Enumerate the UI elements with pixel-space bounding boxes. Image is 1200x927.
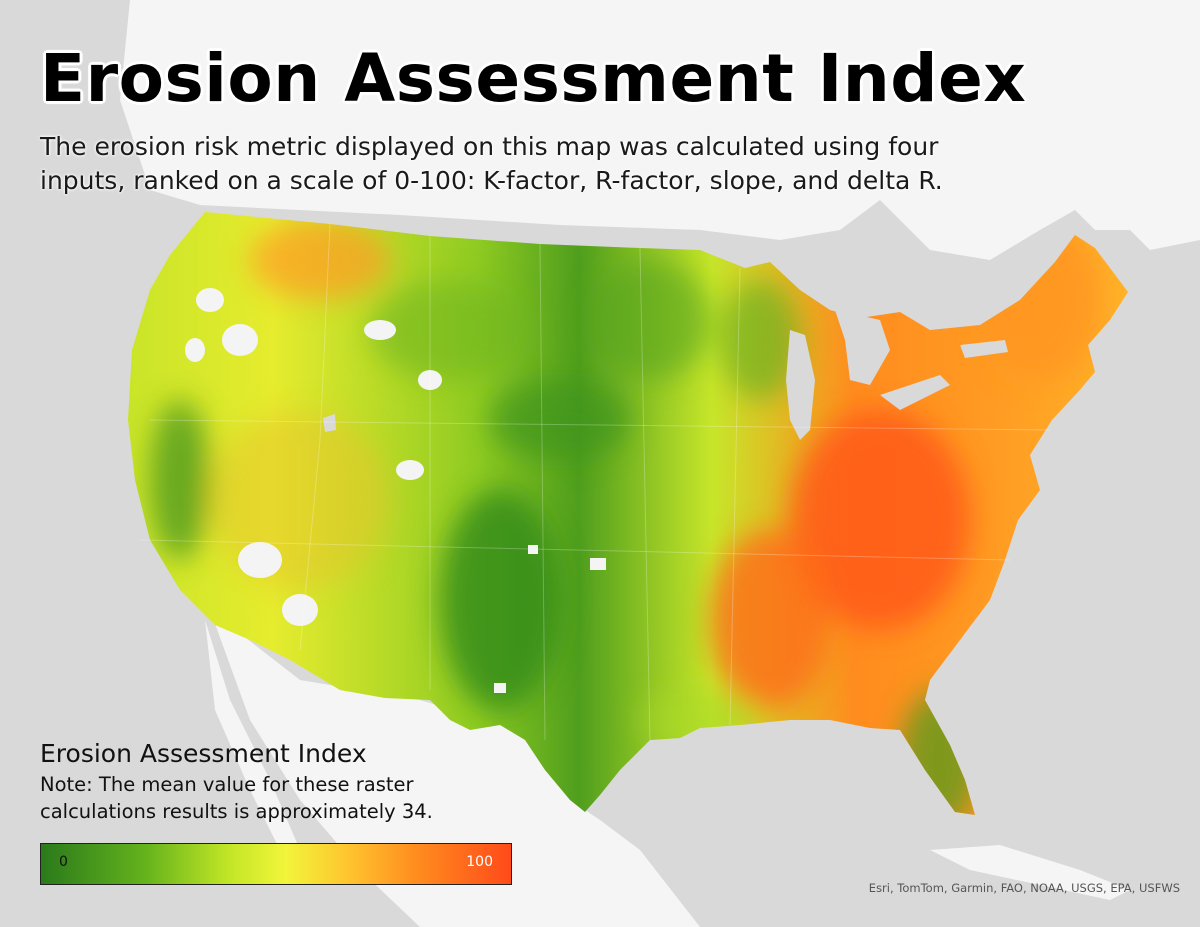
legend: Erosion Assessment Index Note: The mean … bbox=[40, 737, 520, 885]
baja-land bbox=[205, 620, 300, 860]
no-data-patches bbox=[185, 288, 606, 693]
legend-title: Erosion Assessment Index bbox=[40, 739, 367, 768]
legend-max-label: 100 bbox=[466, 854, 493, 870]
map-description: The erosion risk metric displayed on thi… bbox=[40, 132, 943, 195]
legend-note: Note: The mean value for these raster ca… bbox=[40, 773, 433, 823]
legend-min-label: 0 bbox=[59, 854, 68, 870]
state-boundaries bbox=[139, 223, 1051, 741]
map-title: Erosion Assessment Index bbox=[40, 40, 1027, 117]
canada-land bbox=[120, 0, 1200, 260]
mexico-land bbox=[210, 610, 700, 927]
map-attribution[interactable]: Esri, TomTom, Garmin, FAO, NOAA, USGS, E… bbox=[868, 881, 1180, 895]
lake-ontario bbox=[960, 340, 1008, 358]
lake-erie bbox=[880, 375, 950, 410]
lake-michigan bbox=[786, 330, 815, 440]
great-salt-lake bbox=[323, 414, 336, 432]
legend-color-ramp: 0 100 bbox=[40, 843, 512, 885]
cuba-land bbox=[930, 845, 1130, 900]
lake-huron bbox=[835, 310, 890, 385]
